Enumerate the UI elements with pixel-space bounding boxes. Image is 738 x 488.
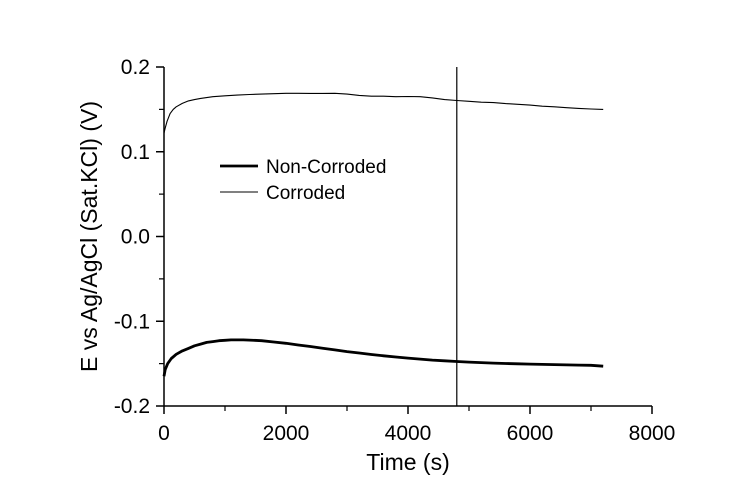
y-tick-label: 0.0	[121, 226, 150, 249]
series-line-corroded	[163, 92, 604, 134]
legend: Non-Corroded Corroded	[220, 157, 386, 204]
y-tick-label: 0.2	[121, 56, 150, 79]
x-tick-label: 4000	[385, 422, 432, 445]
y-axis-label: E vs Ag/AgCl (Sat.KCl) (V)	[76, 101, 102, 372]
x-tick-label: 2000	[263, 422, 310, 445]
series-line-non-corroded	[162, 338, 604, 377]
x-tick-label: 0	[158, 422, 170, 445]
x-tick-label: 6000	[507, 422, 554, 445]
axes-layer	[163, 67, 652, 407]
y-tick-label: -0.2	[114, 395, 150, 418]
series-layer	[162, 92, 604, 377]
y-tick-label: 0.1	[121, 141, 150, 164]
legend-label-corroded: Corroded	[266, 183, 345, 204]
x-tick-label: 8000	[629, 422, 676, 445]
ticks-layer: 0 2000 4000 6000 8000 -0.2 -0.1 0.0 0.1 0.2	[114, 56, 676, 445]
x-axis-label: Time (s)	[366, 449, 449, 475]
legend-label-non-corroded: Non-Corroded	[266, 157, 386, 178]
y-tick-label: -0.1	[114, 310, 150, 333]
